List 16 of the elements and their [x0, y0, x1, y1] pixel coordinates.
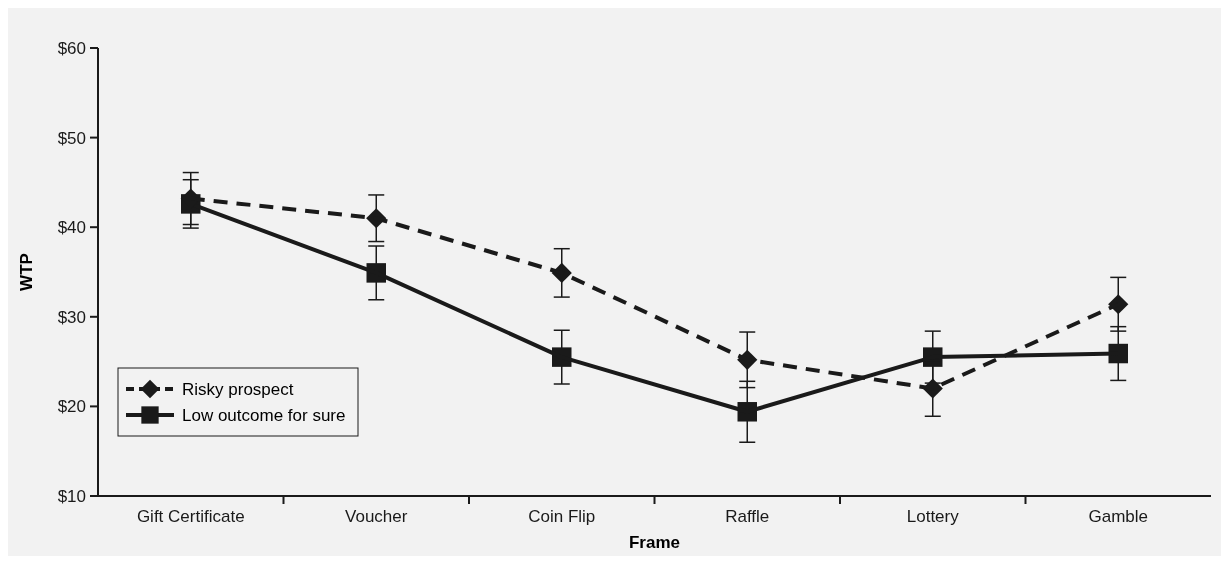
x-tick-label: Lottery	[906, 507, 960, 526]
x-tick-label: Gamble	[1088, 507, 1149, 526]
x-axis-title: Frame	[628, 533, 681, 552]
y-axis-title: WTP	[17, 253, 36, 291]
x-tick-label: Raffle	[725, 507, 770, 526]
y-tick-label: $50	[57, 128, 86, 148]
x-tick-label: Voucher	[345, 507, 408, 526]
legend-label: Low outcome for sure	[182, 405, 346, 425]
y-tick-label: $30	[57, 307, 86, 327]
y-tick-label: $10	[57, 486, 86, 506]
x-tick-label: Coin Flip	[528, 507, 596, 526]
y-tick-label: $40	[57, 218, 86, 238]
y-tick-label: $60	[57, 38, 86, 58]
x-tick-label: Gift Certificate	[136, 507, 245, 526]
y-tick-label: $20	[57, 397, 86, 417]
legend-label: Risky prospect	[182, 379, 294, 399]
